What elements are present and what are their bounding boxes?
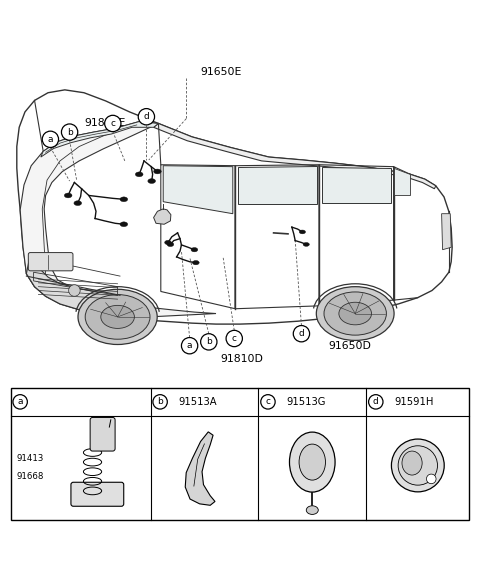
Circle shape <box>153 394 168 409</box>
Ellipse shape <box>316 286 394 340</box>
Circle shape <box>226 331 242 347</box>
Text: a: a <box>187 341 192 350</box>
Ellipse shape <box>167 242 174 246</box>
Text: 91650D: 91650D <box>329 341 372 351</box>
Text: 91591H: 91591H <box>394 397 433 407</box>
Circle shape <box>426 474 436 484</box>
Ellipse shape <box>165 241 171 245</box>
Text: 91810D: 91810D <box>221 354 264 364</box>
Ellipse shape <box>300 230 305 234</box>
Ellipse shape <box>391 439 444 492</box>
Polygon shape <box>154 123 436 189</box>
Text: 91810E: 91810E <box>84 119 125 128</box>
Ellipse shape <box>303 242 310 246</box>
Ellipse shape <box>78 289 157 345</box>
Ellipse shape <box>192 260 199 265</box>
Ellipse shape <box>120 222 128 227</box>
Circle shape <box>42 131 59 148</box>
FancyBboxPatch shape <box>90 418 115 451</box>
Circle shape <box>13 394 27 409</box>
Ellipse shape <box>154 169 161 174</box>
Ellipse shape <box>191 248 198 252</box>
Text: d: d <box>144 112 149 121</box>
Circle shape <box>105 115 121 132</box>
Ellipse shape <box>135 172 143 177</box>
Ellipse shape <box>402 451 422 475</box>
Text: 91513G: 91513G <box>286 397 326 407</box>
Circle shape <box>369 394 383 409</box>
Bar <box>11 388 469 520</box>
FancyBboxPatch shape <box>71 482 124 506</box>
Ellipse shape <box>398 446 437 485</box>
Text: d: d <box>299 329 304 338</box>
Ellipse shape <box>101 306 134 328</box>
Circle shape <box>293 325 310 342</box>
Text: a: a <box>48 135 53 144</box>
Polygon shape <box>20 121 216 317</box>
Circle shape <box>69 285 80 296</box>
Text: 91513A: 91513A <box>179 397 217 407</box>
FancyBboxPatch shape <box>28 253 73 271</box>
Polygon shape <box>394 168 410 195</box>
Text: d: d <box>373 397 379 406</box>
Polygon shape <box>154 209 171 224</box>
Circle shape <box>201 333 217 350</box>
Ellipse shape <box>74 201 82 206</box>
Text: c: c <box>232 334 237 343</box>
Ellipse shape <box>64 193 72 198</box>
Polygon shape <box>163 166 233 214</box>
Text: 91668: 91668 <box>16 472 44 481</box>
Polygon shape <box>41 121 158 157</box>
Polygon shape <box>185 432 215 505</box>
Text: c: c <box>110 119 115 128</box>
Text: b: b <box>157 397 163 406</box>
Circle shape <box>61 124 78 140</box>
Circle shape <box>181 338 198 354</box>
Ellipse shape <box>324 292 386 335</box>
Circle shape <box>261 394 275 409</box>
Ellipse shape <box>85 295 150 339</box>
Ellipse shape <box>339 302 372 325</box>
Ellipse shape <box>289 432 335 492</box>
Text: c: c <box>265 397 270 406</box>
Ellipse shape <box>148 179 156 184</box>
Polygon shape <box>322 167 391 203</box>
Text: 91650E: 91650E <box>200 67 241 77</box>
Circle shape <box>138 109 155 125</box>
Ellipse shape <box>120 197 128 202</box>
Text: b: b <box>67 128 72 137</box>
Ellipse shape <box>306 506 318 514</box>
Ellipse shape <box>299 444 325 480</box>
Polygon shape <box>26 257 120 315</box>
Polygon shape <box>442 214 451 250</box>
Text: b: b <box>206 338 212 346</box>
Text: 91413: 91413 <box>16 454 44 462</box>
Text: a: a <box>17 397 23 406</box>
Polygon shape <box>238 166 317 204</box>
